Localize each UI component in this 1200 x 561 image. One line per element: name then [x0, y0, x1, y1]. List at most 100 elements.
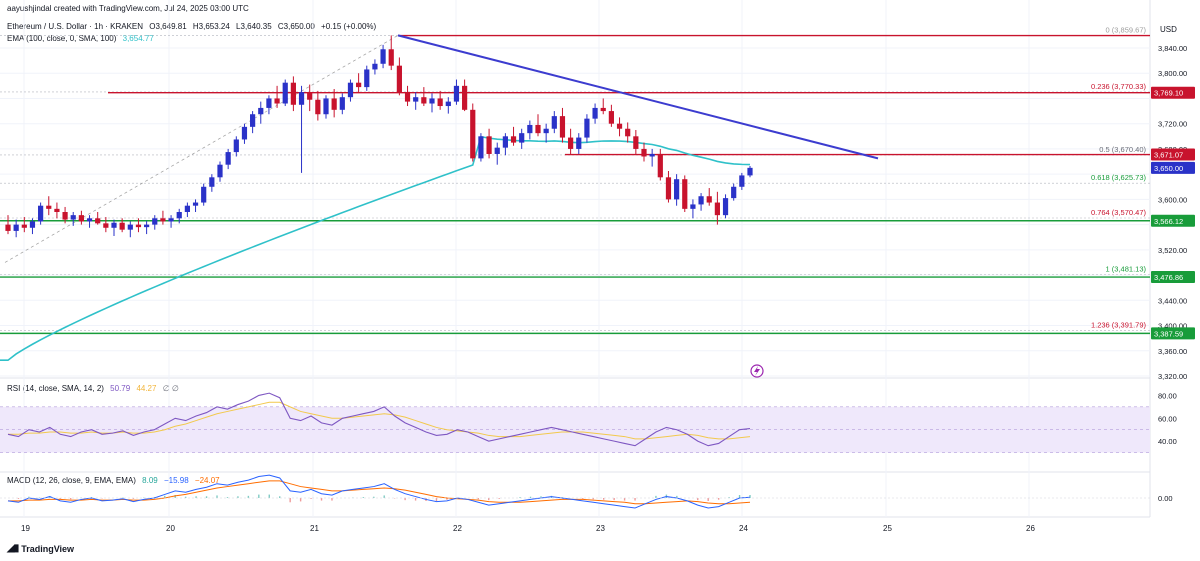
price-badge-green_1: 3,566.12: [1154, 217, 1183, 226]
candle-body: [274, 98, 280, 104]
candle-body: [404, 92, 411, 102]
candle-body: [54, 208, 60, 212]
candle-body: [690, 204, 696, 209]
candle-body: [21, 224, 27, 228]
candle-body: [95, 218, 101, 224]
macd-line: [7, 474, 751, 509]
candle-body: [698, 196, 704, 205]
price-badge-red_top: 3,769.10: [1154, 89, 1183, 98]
candle-body: [551, 116, 557, 129]
candle-body: [608, 111, 614, 124]
candle-body: [78, 215, 84, 222]
candle-body: [445, 101, 451, 107]
candle-body: [682, 179, 688, 209]
candle-body: [86, 218, 93, 222]
fib-label: 0.764 (3,570.47): [1091, 208, 1147, 217]
price-badge-bg: [1151, 271, 1195, 284]
time-tick-label: 22: [453, 524, 462, 533]
tradingview-logo[interactable]: ◢▮ TradingView: [7, 543, 74, 554]
price-badge-bg: [1151, 161, 1195, 174]
candle-body: [111, 222, 117, 228]
candle-body: [298, 92, 305, 105]
rsi-tick-label: 80.00: [1158, 391, 1177, 400]
fib-label: 0.618 (3,625.73): [1091, 173, 1147, 182]
candle-body: [347, 82, 354, 98]
macd-signal-line: [8, 480, 751, 505]
candle-body: [372, 63, 378, 70]
candle-body: [657, 153, 663, 178]
time-tick-label: 23: [596, 524, 605, 533]
ohlc-high: H3,653.24: [192, 22, 230, 31]
candle-body: [119, 222, 125, 230]
tradingview-icon: ◢▮: [7, 543, 19, 554]
ema-100-line: [0, 135, 751, 362]
candle-body: [706, 196, 712, 203]
price-badge-green_3: 3,387.59: [1154, 329, 1183, 338]
candle-body: [192, 202, 199, 206]
candle-body: [46, 205, 52, 209]
candle-body: [616, 123, 623, 129]
rsi-tick-label: 60.00: [1158, 414, 1177, 423]
macd-label: MACD (12, 26, close, 9, EMA, EMA): [7, 476, 136, 485]
candle-body: [127, 224, 133, 230]
rsi-legend[interactable]: RSI (14, close, SMA, 14, 2) 50.79 44.27 …: [7, 384, 183, 394]
candle-body: [364, 69, 370, 88]
price-tick-label: 3,520.00: [1158, 246, 1187, 255]
candle-body: [413, 97, 419, 102]
candle-body: [470, 109, 476, 159]
candle-body: [258, 107, 264, 115]
candle-body: [559, 116, 566, 138]
rsi-label: RSI (14, close, SMA, 14, 2): [7, 384, 104, 393]
candle-body: [323, 98, 329, 115]
symbol-title[interactable]: Ethereum / U.S. Dollar · 1h · KRAKEN: [7, 22, 144, 31]
price-tick-label: 3,720.00: [1158, 120, 1187, 129]
candle-body: [307, 92, 313, 100]
price-badge-bg: [1151, 214, 1195, 227]
macd-hist-value: 8.09: [142, 476, 158, 485]
candle-body: [380, 49, 386, 64]
candle-body: [421, 97, 427, 104]
candle-body: [331, 98, 337, 110]
price-badge-bg: [1151, 327, 1195, 340]
candle-body: [168, 218, 174, 222]
candle-body: [731, 186, 737, 199]
candle-body: [290, 82, 296, 105]
time-tick-label: 25: [883, 524, 892, 533]
candle-body: [568, 137, 574, 149]
brand-name: TradingView: [21, 543, 75, 554]
candle-body: [453, 85, 460, 102]
candle-body: [714, 202, 720, 216]
candle-body: [62, 212, 68, 220]
candle-body: [576, 137, 582, 149]
time-tick-label: 26: [1026, 524, 1035, 533]
candle-body: [70, 215, 76, 220]
candle-body: [486, 136, 492, 154]
price-badge-red_mid: 3,671.07: [1154, 151, 1183, 160]
fib-label: 0.236 (3,770.33): [1091, 82, 1147, 91]
candle-body: [437, 98, 443, 107]
candle-body: [747, 167, 753, 176]
rsi-band: [0, 406, 1150, 453]
candle-body: [494, 147, 500, 154]
time-tick-label: 24: [739, 524, 748, 533]
candle-body: [649, 153, 655, 157]
time-tick-label: 21: [310, 524, 319, 533]
candle-body: [543, 128, 549, 134]
candle-body: [250, 114, 256, 127]
candle-body: [38, 205, 44, 222]
candle-body: [29, 221, 36, 228]
macd-legend[interactable]: MACD (12, 26, close, 9, EMA, EMA) 8.09 −…: [7, 476, 224, 486]
candle-body: [201, 186, 207, 203]
rsi-sma-line: [8, 401, 751, 440]
price-tick-label: 3,600.00: [1158, 195, 1187, 204]
price-tick-label: 3,840.00: [1158, 44, 1187, 53]
candle-body: [388, 49, 394, 66]
fib-label: 1 (3,481.13): [1106, 264, 1147, 273]
ema-legend[interactable]: EMA (100, close, 0, SMA, 100) 3,654.77: [7, 34, 158, 44]
rsi-value: 50.79: [110, 384, 131, 393]
candle-body: [103, 223, 109, 228]
price-tick-label: 3,360.00: [1158, 347, 1187, 356]
candle-body: [502, 136, 508, 148]
lightning-icon[interactable]: [750, 364, 764, 378]
